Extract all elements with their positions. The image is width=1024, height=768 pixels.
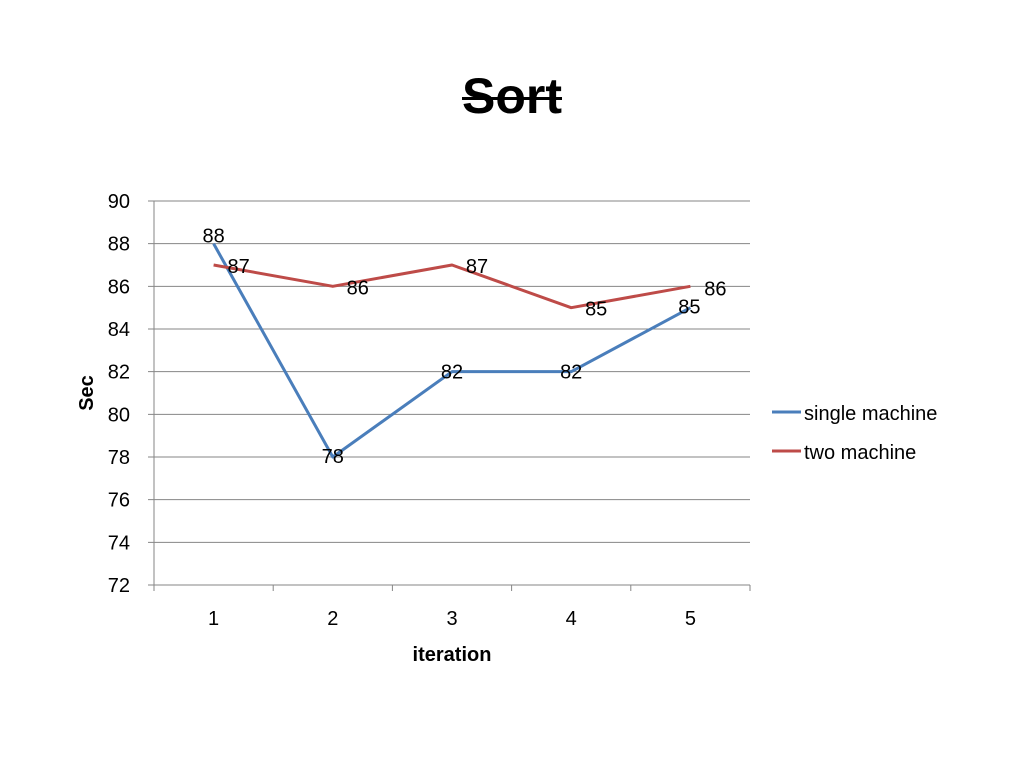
data-label: 85	[678, 297, 700, 319]
x-tick-label: 1	[208, 608, 219, 630]
data-label: 85	[585, 299, 607, 321]
data-label: 82	[560, 362, 582, 384]
data-label: 87	[227, 256, 249, 278]
y-tick-label: 90	[108, 191, 130, 213]
series-line-single-machine	[212, 242, 692, 459]
x-tick-label: 4	[566, 608, 577, 630]
data-label: 78	[322, 446, 344, 468]
data-label: 86	[704, 278, 726, 300]
legend-entry-label: single machine	[804, 403, 937, 425]
x-tick-label: 3	[446, 608, 457, 630]
data-label: 87	[466, 256, 488, 278]
data-label: 82	[441, 362, 463, 384]
y-tick-label: 86	[108, 276, 130, 298]
chart-title: Sort	[462, 68, 562, 124]
data-label: 88	[202, 226, 224, 248]
legend: single machine two machine	[772, 403, 937, 464]
y-tick-label: 84	[108, 319, 130, 341]
legend-entry-label: two machine	[804, 442, 916, 464]
y-tick-label: 80	[108, 404, 130, 426]
axes: 72 74 76 78 80 82 84 86 88 90 1 2 3 4 5	[108, 191, 751, 630]
x-tick-label: 5	[685, 608, 696, 630]
series-lines	[212, 242, 692, 459]
y-tick-label: 82	[108, 362, 130, 384]
y-axis-title: Sec	[76, 375, 98, 411]
y-tick-label: 74	[108, 532, 130, 554]
y-tick-label: 88	[108, 234, 130, 256]
series-line-two-machine	[213, 263, 691, 310]
x-axis-title: iteration	[413, 644, 492, 666]
data-label: 86	[347, 277, 369, 299]
x-tick-label: 2	[327, 608, 338, 630]
y-tick-label: 76	[108, 490, 130, 512]
y-tick-label: 78	[108, 447, 130, 469]
y-tick-label: 72	[108, 575, 130, 597]
